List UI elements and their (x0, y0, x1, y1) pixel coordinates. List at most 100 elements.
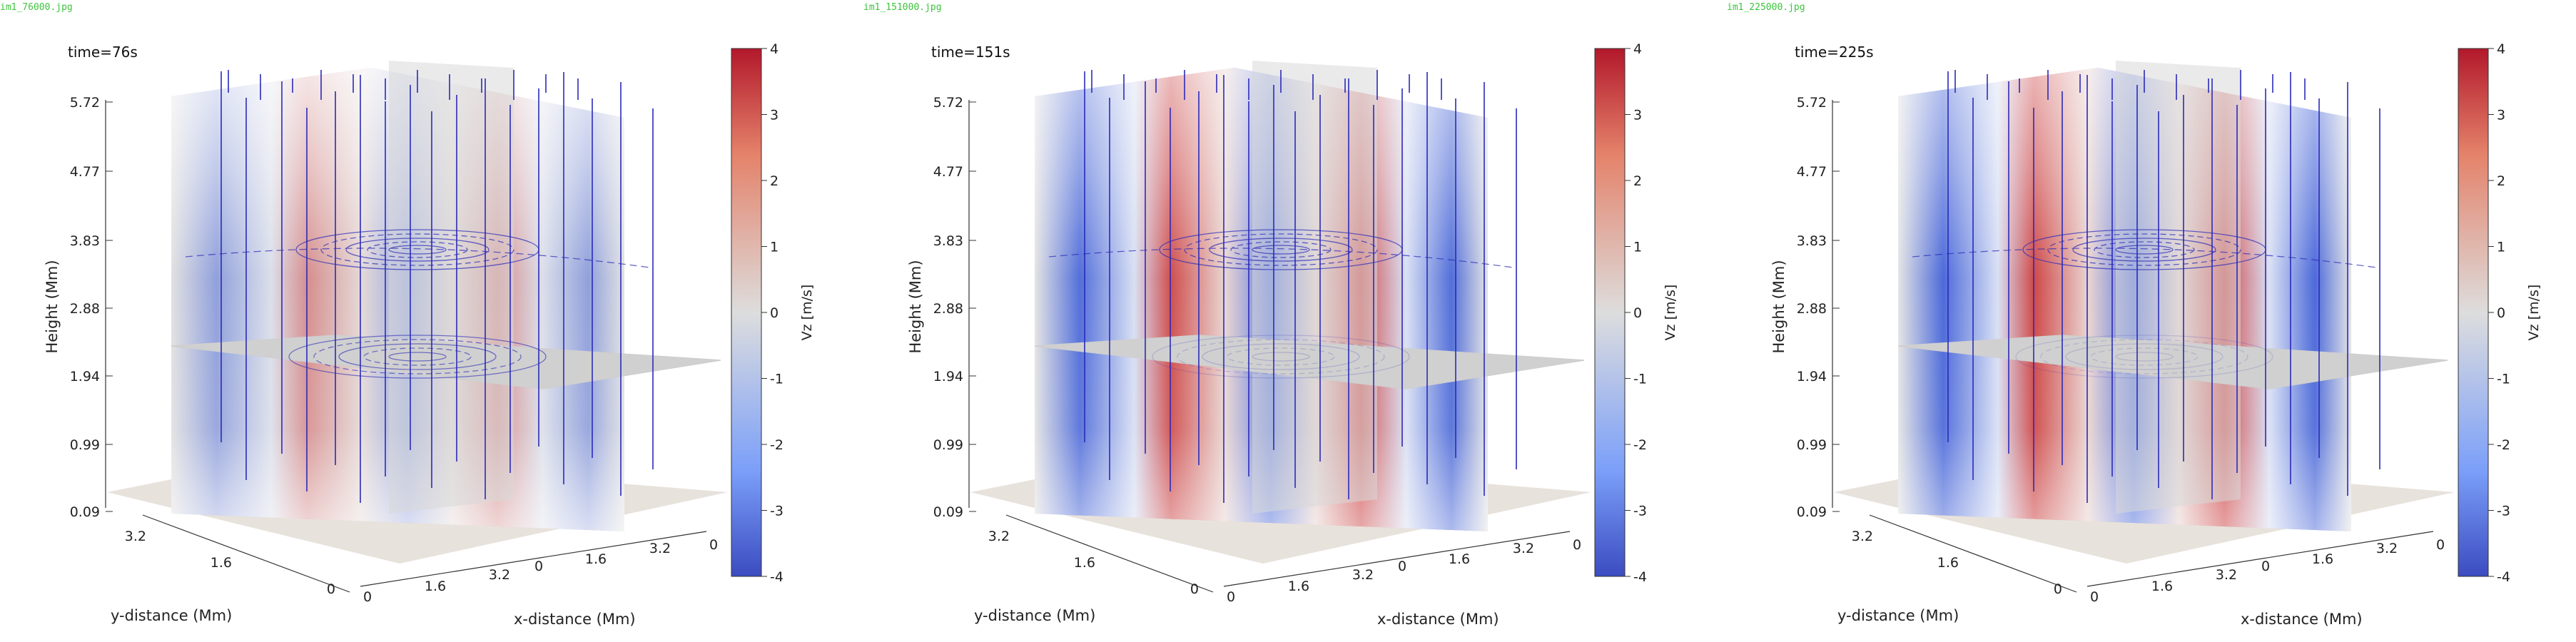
y-tick-label: 0 (2054, 581, 2062, 597)
colorbar-label: Vz [m/s] (799, 285, 815, 341)
colorbar-tick-label: 0 (2497, 305, 2505, 321)
z-tick-label: 0.99 (70, 437, 100, 453)
x-tick-label: 0 (709, 537, 718, 553)
colorbar: 4 3 2 1 0 -1 -2 -3 -4 Vz [m/s] (2458, 41, 2542, 585)
colorbar-tick-label: -3 (2497, 504, 2510, 519)
y-axis: 3.2 1.6 0 y-distance (Mm) (1837, 514, 2077, 624)
y-tick-label: 0 (327, 581, 335, 597)
x-tick-label: 0 (2090, 589, 2099, 605)
z-tick-label: 1.94 (1797, 369, 1827, 384)
x-axis-label: x-distance (Mm) (2241, 611, 2363, 628)
y-tick-label: 3.2 (988, 529, 1010, 544)
y-tick-label: 0 (1190, 581, 1199, 597)
z-tick-label: 0.09 (70, 504, 100, 520)
z-tick-label: 0.09 (933, 504, 963, 520)
x-tick-label: 0 (1573, 537, 1581, 553)
x-tick-label: 1.6 (1449, 551, 1470, 567)
y-axis-label: y-distance (Mm) (1837, 607, 1959, 624)
z-tick-label: 4.77 (933, 164, 963, 180)
y-tick-label: 1.6 (1937, 555, 1959, 571)
z-axis-label: Height (Mm) (44, 260, 61, 353)
inner-plane (2116, 61, 2241, 514)
colorbar-tick-label: 4 (770, 41, 779, 57)
colorbar-tick-label: -1 (770, 372, 784, 387)
x-tick-label: 3.2 (649, 541, 671, 556)
y-tick-label: 1.6 (1074, 555, 1095, 571)
x-tick-label: 1.6 (2312, 551, 2333, 567)
y-tick-label: 3.2 (125, 529, 146, 544)
z-tick-label: 4.77 (70, 164, 100, 180)
x-tick-label: 3.2 (1352, 567, 1374, 583)
y-tick-label: 3.2 (1852, 529, 1873, 544)
contours-upper (1048, 229, 1513, 270)
z-axis-label: Height (Mm) (907, 260, 924, 353)
filename-label: im1_151000.jpg (863, 2, 942, 13)
z-tick-label: 1.94 (70, 369, 100, 384)
z-tick-label: 5.72 (933, 95, 963, 111)
panel-2: im1_151000.jpg time=151s 5.72 4.77 3.83 2.88 1… (863, 2, 1678, 628)
z-tick-label: 5.72 (70, 95, 100, 111)
z-tick-label: 3.83 (933, 233, 963, 249)
colorbar-tick-label: 1 (770, 240, 779, 255)
colorbar-tick-label: 1 (2497, 240, 2505, 255)
z-tick-label: 3.83 (1797, 233, 1827, 249)
x-axis: 0 1.6 3.2 0 1.6 3.2 0 x-distance (Mm) (360, 531, 718, 628)
filename-label: im1_76000.jpg (0, 2, 73, 13)
inner-plane (1252, 61, 1377, 514)
colorbar-tick-label: 0 (770, 305, 779, 321)
colorbar-tick-label: 0 (1633, 305, 1642, 321)
colorbar: 4 3 2 1 0 -1 -2 -3 -4 Vz [m/s] (1594, 41, 1678, 585)
colorbar-tick-label: -1 (1633, 372, 1647, 387)
z-tick-label: 5.72 (1797, 95, 1827, 111)
time-label: time=151s (931, 44, 1010, 61)
x-axis: 0 1.6 3.2 0 1.6 3.2 0 x-distance (Mm) (2086, 531, 2445, 628)
x-tick-label: 3.2 (2216, 567, 2237, 583)
panel-1: im1_76000.jpg time=76s 5.72 4.77 3.83 2.88 1.9… (0, 2, 815, 628)
y-tick-label: 1.6 (211, 555, 232, 571)
field-lines (1947, 70, 2380, 503)
y-axis: 3.2 1.6 0 y-distance (Mm) (974, 514, 1214, 624)
x-tick-label: 3.2 (2376, 541, 2398, 556)
x-tick-label: 1.6 (1288, 579, 1309, 594)
x-tick-label: 3.2 (1513, 541, 1534, 556)
colorbar-tick-label: 2 (1633, 173, 1642, 189)
x-tick-label: 0 (2261, 559, 2270, 574)
time-label: time=225s (1795, 44, 1874, 61)
x-tick-label: 0 (534, 559, 543, 574)
x-tick-label: 0 (2436, 537, 2445, 553)
x-tick-label: 0 (363, 589, 372, 605)
x-tick-label: 1.6 (585, 551, 607, 567)
x-tick-label: 1.6 (2151, 579, 2173, 594)
contours-lower (1152, 335, 1410, 379)
x-axis: 0 1.6 3.2 0 1.6 3.2 0 x-distance (Mm) (1223, 531, 1581, 628)
contours-upper (185, 229, 650, 270)
contours-lower (288, 335, 547, 379)
colorbar-tick-label: 2 (770, 173, 779, 189)
time-label: time=76s (68, 44, 138, 61)
z-tick-label: 1.94 (933, 369, 963, 384)
x-tick-label: 0 (1227, 589, 1235, 605)
colorbar-tick-label: -4 (1633, 569, 1647, 585)
z-axis: 5.72 4.77 3.83 2.88 1.94 0.99 0.09 Height (Mm) (907, 95, 976, 520)
z-tick-label: 2.88 (933, 301, 963, 317)
y-axis: 3.2 1.6 0 y-distance (Mm) (111, 514, 350, 624)
inner-plane (389, 61, 514, 514)
contours-lower (2015, 335, 2273, 379)
colorbar-tick-label: -2 (770, 437, 784, 453)
z-tick-label: 0.99 (933, 437, 963, 453)
colorbar-tick-label: -3 (1633, 504, 1647, 519)
colorbar-tick-label: -1 (2497, 372, 2510, 387)
field-lines (220, 70, 654, 503)
colorbar-tick-label: -2 (1633, 437, 1647, 453)
z-axis-label: Height (Mm) (1770, 260, 1788, 353)
panel-3: im1_225000.jpg time=225s 5.72 4.77 3.83 2.88 1… (1727, 2, 2542, 628)
colorbar-tick-label: 3 (770, 108, 779, 123)
colorbar-scale (2458, 48, 2489, 577)
colorbar-scale (1594, 48, 1626, 577)
colorbar-tick-label: -4 (2497, 569, 2510, 585)
z-tick-label: 0.09 (1797, 504, 1827, 520)
x-tick-label: 1.6 (425, 579, 446, 594)
colorbar-scale (731, 48, 762, 577)
